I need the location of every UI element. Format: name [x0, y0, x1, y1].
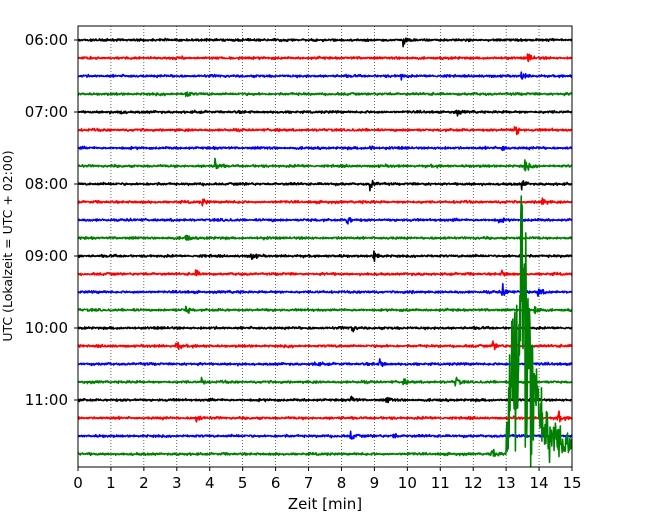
- x-tick-label: 9: [370, 474, 380, 492]
- x-tick-label: 10: [398, 474, 417, 492]
- y-tick-label: 09:00: [25, 247, 68, 265]
- x-tick-label: 5: [238, 474, 248, 492]
- trace-line: [78, 410, 572, 423]
- x-tick-label: 15: [562, 474, 581, 492]
- x-tick-label: 14: [530, 474, 549, 492]
- trace-line: [78, 157, 572, 172]
- trace-line: [78, 430, 572, 440]
- trace-line: [78, 71, 572, 81]
- y-tick-label: 11:00: [25, 391, 68, 409]
- trace-line: [78, 376, 572, 387]
- x-axis-label: Zeit [min]: [288, 495, 362, 513]
- trace-line: [78, 269, 572, 277]
- trace-line: [78, 126, 572, 136]
- trace-line: [78, 340, 572, 351]
- trace-line: [78, 37, 572, 48]
- x-tick-label: 8: [337, 474, 347, 492]
- y-axis-ticks: 06:00 07:00 08:00 09:00 10:00 11:00: [25, 31, 78, 409]
- trace-line: [78, 234, 572, 241]
- x-tick-label: 3: [172, 474, 182, 492]
- trace-line: [78, 195, 572, 467]
- x-axis-ticks: 0 1 2 3 4 5 6 7 8 9 10 11 12 13 14 15: [73, 467, 582, 492]
- trace-line: [78, 109, 572, 117]
- y-axis-label: UTC (Lokalzeit = UTC + 02:00): [0, 150, 15, 341]
- trace-line: [78, 395, 572, 404]
- trace-line: [78, 197, 572, 207]
- trace-line: [78, 358, 572, 368]
- trace-line: [78, 282, 572, 297]
- x-tick-label: 12: [464, 474, 483, 492]
- x-tick-label: 7: [304, 474, 314, 492]
- x-tick-label: 2: [139, 474, 149, 492]
- trace-line: [78, 91, 572, 98]
- x-tick-label: 0: [73, 474, 83, 492]
- trace-line: [78, 217, 572, 225]
- plot-frame: [77, 25, 573, 468]
- trace-line: [78, 53, 572, 63]
- y-tick-label: 10:00: [25, 319, 68, 337]
- x-tick-label: 6: [271, 474, 281, 492]
- y-tick-label: 08:00: [25, 175, 68, 193]
- trace-line: [78, 179, 572, 192]
- trace-line: [78, 305, 572, 315]
- seismogram-traces: [78, 37, 572, 467]
- trace-line: [78, 250, 572, 263]
- x-tick-label: 11: [431, 474, 450, 492]
- trace-line: [78, 145, 572, 152]
- y-tick-label: 06:00: [25, 31, 68, 49]
- x-tick-label: 13: [497, 474, 516, 492]
- x-tick-label: 4: [205, 474, 215, 492]
- y-tick-label: 07:00: [25, 103, 68, 121]
- x-tick-label: 1: [106, 474, 116, 492]
- trace-line: [78, 325, 572, 333]
